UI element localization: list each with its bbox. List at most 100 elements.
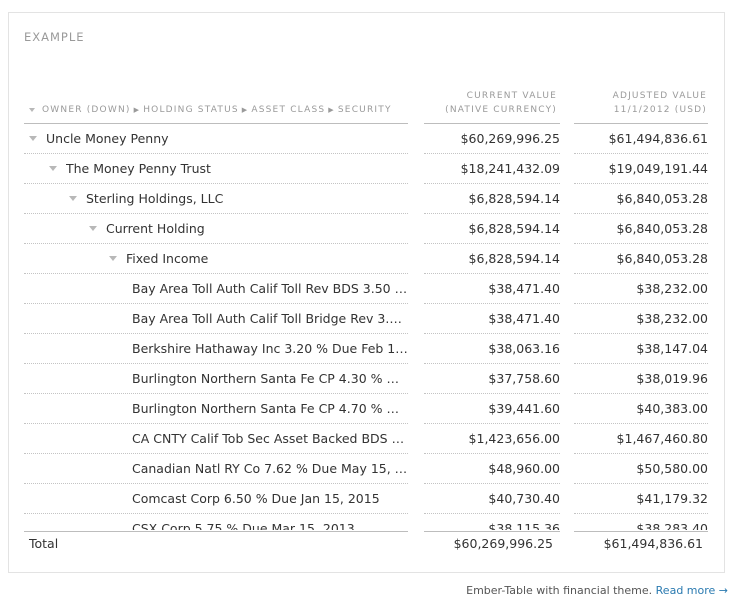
row-label: Bay Area Toll Auth Calif Toll Rev BDS 3.…	[132, 281, 408, 296]
expand-caret-icon[interactable]	[69, 196, 77, 201]
tree-cell: Burlington Northern Santa Fe CP 4.30 % D…	[24, 364, 408, 394]
table-row[interactable]: Bay Area Toll Auth Calif Toll Rev BDS 3.…	[24, 274, 714, 304]
row-label: CA CNTY Calif Tob Sec Asset Backed BDS 5…	[132, 431, 408, 446]
current-value-cell: $38,115.36	[424, 514, 560, 530]
triangle-right-icon: ▶	[133, 106, 141, 114]
row-label: Uncle Money Penny	[46, 131, 169, 146]
adjusted-value-cell: $1,467,460.80	[574, 424, 708, 454]
row-label: Burlington Northern Santa Fe CP 4.70 % D…	[132, 401, 408, 416]
current-value-cell: $40,730.40	[424, 484, 560, 514]
expand-caret-icon[interactable]	[89, 226, 97, 231]
current-value-cell: $1,423,656.00	[424, 424, 560, 454]
total-label: Total	[29, 536, 59, 551]
table-row[interactable]: Comcast Corp 6.50 % Due Jan 15, 2015 $40,…	[24, 484, 714, 514]
row-label: Fixed Income	[126, 251, 209, 266]
header-segment-asset-class[interactable]: ASSET CLASS	[251, 105, 326, 115]
read-more-link[interactable]: Read more →	[655, 584, 728, 597]
current-value-header[interactable]: CURRENT VALUE (NATIVE CURRENCY)	[424, 89, 557, 117]
expand-caret-icon[interactable]	[29, 136, 37, 141]
caption: Ember-Table with financial theme. Read m…	[466, 584, 728, 597]
table-row[interactable]: Current Holding $6,828,594.14 $6,840,053.2…	[24, 214, 714, 244]
table-row[interactable]: The Money Penny Trust $18,241,432.09 $19,0…	[24, 154, 714, 184]
total-current-value: $60,269,996.25	[453, 536, 553, 551]
tree-cell: Current Holding	[24, 214, 408, 244]
current-value-cell: $6,828,594.14	[424, 214, 560, 244]
current-value-cell: $6,828,594.14	[424, 244, 560, 274]
total-adjusted-value: $61,494,836.61	[603, 536, 703, 551]
tree-column-header[interactable]: OWNER (DOWN) ▶ HOLDING STATUS ▶ ASSET CL…	[29, 103, 395, 117]
current-value-cell: $37,758.60	[424, 364, 560, 394]
adjusted-value-header[interactable]: ADJUSTED VALUE 11/1/2012 (USD)	[574, 89, 707, 117]
table-row[interactable]: Sterling Holdings, LLC $6,828,594.14 $6,84…	[24, 184, 714, 214]
adjusted-value-cell: $38,283.40	[574, 514, 708, 530]
tree-cell: Bay Area Toll Auth Calif Toll Bridge Rev…	[24, 304, 408, 334]
tree-cell: The Money Penny Trust	[24, 154, 408, 184]
table-row[interactable]: Bay Area Toll Auth Calif Toll Bridge Rev…	[24, 304, 714, 334]
table-row[interactable]: Burlington Northern Santa Fe CP 4.30 % D…	[24, 364, 714, 394]
tree-cell: CA CNTY Calif Tob Sec Asset Backed BDS 5…	[24, 424, 408, 454]
table-row[interactable]: Uncle Money Penny $60,269,996.25 $61,494,8…	[24, 124, 714, 154]
expand-caret-icon[interactable]	[49, 166, 57, 171]
table-row[interactable]: CSX Corp 5.75 % Due Mar 15, 2013 $38,115.…	[24, 514, 714, 530]
tree-cell: Fixed Income	[24, 244, 408, 274]
tree-cell: Uncle Money Penny	[24, 124, 408, 154]
header-divider	[424, 123, 560, 124]
adjusted-value-cell: $6,840,053.28	[574, 214, 708, 244]
current-value-cell: $38,471.40	[424, 304, 560, 334]
tree-cell: Bay Area Toll Auth Calif Toll Rev BDS 3.…	[24, 274, 408, 304]
header-segment-owner[interactable]: OWNER (DOWN)	[42, 105, 131, 115]
collapse-caret-icon[interactable]	[29, 108, 35, 112]
table-body[interactable]: Uncle Money Penny $60,269,996.25 $61,494,8…	[24, 124, 714, 530]
row-label: Berkshire Hathaway Inc 3.20 % Due Feb 11…	[132, 341, 408, 356]
header-segment-holding-status[interactable]: HOLDING STATUS	[143, 105, 239, 115]
current-value-cell: $38,471.40	[424, 274, 560, 304]
table-row[interactable]: CA CNTY Calif Tob Sec Asset Backed BDS 5…	[24, 424, 714, 454]
adjusted-value-cell: $6,840,053.28	[574, 244, 708, 274]
table-row[interactable]: Berkshire Hathaway Inc 3.20 % Due Feb 11…	[24, 334, 714, 364]
expand-caret-icon[interactable]	[109, 256, 117, 261]
header-segment-security[interactable]: SECURITY	[337, 105, 392, 115]
current-value-cell: $18,241,432.09	[424, 154, 560, 184]
row-label: Burlington Northern Santa Fe CP 4.30 % D…	[132, 371, 408, 386]
table-row[interactable]: Fixed Income $6,828,594.14 $6,840,053.28	[24, 244, 714, 274]
current-value-cell: $60,269,996.25	[424, 124, 560, 154]
tree-cell: Canadian Natl RY Co 7.62 % Due May 15, 2…	[24, 454, 408, 484]
table-row[interactable]: Canadian Natl RY Co 7.62 % Due May 15, 2…	[24, 454, 714, 484]
tree-cell: CSX Corp 5.75 % Due Mar 15, 2013	[24, 514, 408, 530]
card-title: EXAMPLE	[24, 30, 85, 44]
row-label: Bay Area Toll Auth Calif Toll Bridge Rev…	[132, 311, 408, 326]
current-value-header-line2: (NATIVE CURRENCY)	[445, 105, 557, 115]
adjusted-value-cell: $50,580.00	[574, 454, 708, 484]
adjusted-value-cell: $61,494,836.61	[574, 124, 708, 154]
current-value-header-line1: CURRENT VALUE	[466, 91, 557, 101]
adjusted-value-cell: $38,019.96	[574, 364, 708, 394]
row-label: Current Holding	[106, 221, 205, 236]
table-card: EXAMPLE OWNER (DOWN) ▶ HOLDING STATUS ▶ …	[8, 12, 725, 573]
adjusted-value-cell: $6,840,053.28	[574, 184, 708, 214]
adjusted-value-cell: $38,147.04	[574, 334, 708, 364]
tree-cell: Comcast Corp 6.50 % Due Jan 15, 2015	[24, 484, 408, 514]
triangle-right-icon: ▶	[328, 106, 335, 114]
footer-divider	[24, 531, 408, 532]
adjusted-value-header-line1: ADJUSTED VALUE	[612, 91, 707, 101]
current-value-cell: $38,063.16	[424, 334, 560, 364]
header-divider	[24, 123, 408, 124]
footer-divider	[574, 531, 708, 532]
adjusted-value-header-line2: 11/1/2012 (USD)	[613, 105, 707, 115]
row-label: Canadian Natl RY Co 7.62 % Due May 15, 2…	[132, 461, 408, 476]
current-value-cell: $6,828,594.14	[424, 184, 560, 214]
footer-divider	[424, 531, 560, 532]
triangle-right-icon: ▶	[241, 106, 249, 114]
table-row[interactable]: Burlington Northern Santa Fe CP 4.70 % D…	[24, 394, 714, 424]
adjusted-value-cell: $38,232.00	[574, 274, 708, 304]
row-label: The Money Penny Trust	[66, 161, 211, 176]
tree-cell: Berkshire Hathaway Inc 3.20 % Due Feb 11…	[24, 334, 408, 364]
tree-cell: Burlington Northern Santa Fe CP 4.70 % D…	[24, 394, 408, 424]
header-divider	[574, 123, 708, 124]
tree-cell: Sterling Holdings, LLC	[24, 184, 408, 214]
adjusted-value-cell: $40,383.00	[574, 394, 708, 424]
current-value-cell: $48,960.00	[424, 454, 560, 484]
row-label: CSX Corp 5.75 % Due Mar 15, 2013	[132, 521, 355, 530]
current-value-cell: $39,441.60	[424, 394, 560, 424]
caption-text: Ember-Table with financial theme.	[466, 584, 653, 597]
